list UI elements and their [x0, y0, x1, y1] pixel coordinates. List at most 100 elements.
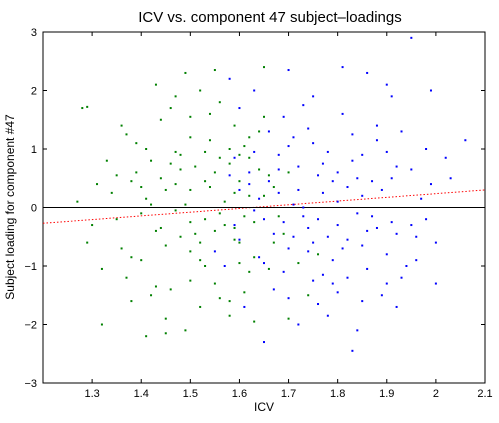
data-point: [253, 320, 256, 323]
data-point: [248, 136, 251, 139]
x-tick-label: 1.9: [379, 388, 394, 400]
data-point: [395, 165, 398, 168]
data-point: [385, 253, 388, 256]
x-tick-label: 1.6: [232, 388, 247, 400]
data-point: [189, 250, 192, 253]
data-point: [375, 139, 378, 142]
y-tick-label: 1: [31, 144, 37, 156]
data-point: [100, 323, 103, 326]
data-point: [174, 95, 177, 98]
data-point: [287, 69, 290, 72]
data-point: [115, 174, 118, 177]
data-point: [375, 226, 378, 229]
data-point: [208, 112, 211, 115]
data-point: [154, 285, 157, 288]
data-point: [321, 162, 324, 165]
data-point: [390, 221, 393, 224]
data-point: [341, 247, 344, 250]
data-point: [169, 107, 172, 110]
data-point: [125, 133, 128, 136]
data-point: [410, 168, 413, 171]
data-point: [366, 267, 369, 270]
data-point: [267, 174, 270, 177]
data-point: [238, 107, 241, 110]
data-point: [208, 186, 211, 189]
data-point: [238, 188, 241, 191]
data-point: [380, 294, 383, 297]
lines-layer: [42, 189, 486, 224]
data-point: [248, 156, 251, 159]
data-point: [346, 276, 349, 279]
data-point: [243, 145, 246, 148]
data-point: [213, 69, 216, 72]
data-point: [213, 171, 216, 174]
data-point: [385, 150, 388, 153]
data-point: [390, 177, 393, 180]
data-point: [233, 226, 236, 229]
data-point: [336, 224, 339, 227]
data-point: [312, 279, 315, 282]
data-point: [86, 105, 89, 108]
data-point: [179, 153, 182, 156]
data-point: [228, 148, 231, 150]
data-point: [410, 224, 413, 227]
data-point: [199, 89, 202, 92]
y-tick-label: −1: [24, 261, 37, 273]
data-point: [189, 136, 192, 139]
data-point: [297, 262, 300, 265]
data-point: [238, 180, 241, 183]
data-point: [321, 191, 324, 194]
data-point: [366, 229, 369, 232]
data-point: [76, 200, 79, 203]
data-point: [233, 238, 236, 241]
data-point: [292, 203, 295, 206]
data-point: [282, 270, 285, 273]
data-point: [233, 156, 236, 159]
data-point: [405, 265, 408, 267]
data-point: [199, 241, 202, 244]
data-point: [258, 197, 261, 200]
data-point: [429, 89, 432, 92]
data-point: [145, 335, 148, 338]
data-point: [336, 291, 339, 294]
data-point: [400, 130, 403, 133]
data-point: [174, 150, 177, 153]
data-point: [125, 276, 128, 279]
data-point: [164, 332, 167, 335]
y-tick-label: 3: [31, 27, 37, 39]
data-point: [317, 253, 320, 256]
data-point: [425, 148, 428, 150]
data-point: [100, 267, 103, 270]
data-point: [120, 247, 123, 250]
data-point: [159, 226, 162, 229]
data-point: [395, 232, 398, 235]
data-point: [258, 130, 261, 133]
data-point: [395, 305, 398, 308]
data-point: [444, 156, 447, 159]
data-point: [361, 153, 364, 156]
data-point: [218, 297, 221, 300]
data-point: [174, 183, 177, 186]
data-point: [218, 156, 221, 159]
data-point: [400, 276, 403, 279]
data-point: [159, 118, 162, 121]
data-point: [317, 218, 320, 221]
x-tick-label: 1.5: [183, 388, 198, 400]
data-point: [189, 115, 192, 118]
data-point: [218, 212, 221, 215]
data-point: [331, 282, 334, 285]
data-point: [415, 259, 418, 262]
data-point: [267, 267, 270, 270]
data-point: [356, 329, 359, 332]
data-point: [263, 341, 265, 344]
data-point: [267, 180, 270, 183]
data-point: [302, 215, 305, 218]
data-point: [385, 282, 388, 285]
data-point: [263, 218, 265, 221]
y-tick-label: −3: [24, 378, 37, 390]
data-point: [164, 188, 167, 191]
data-point: [263, 194, 265, 197]
data-point: [258, 256, 261, 259]
